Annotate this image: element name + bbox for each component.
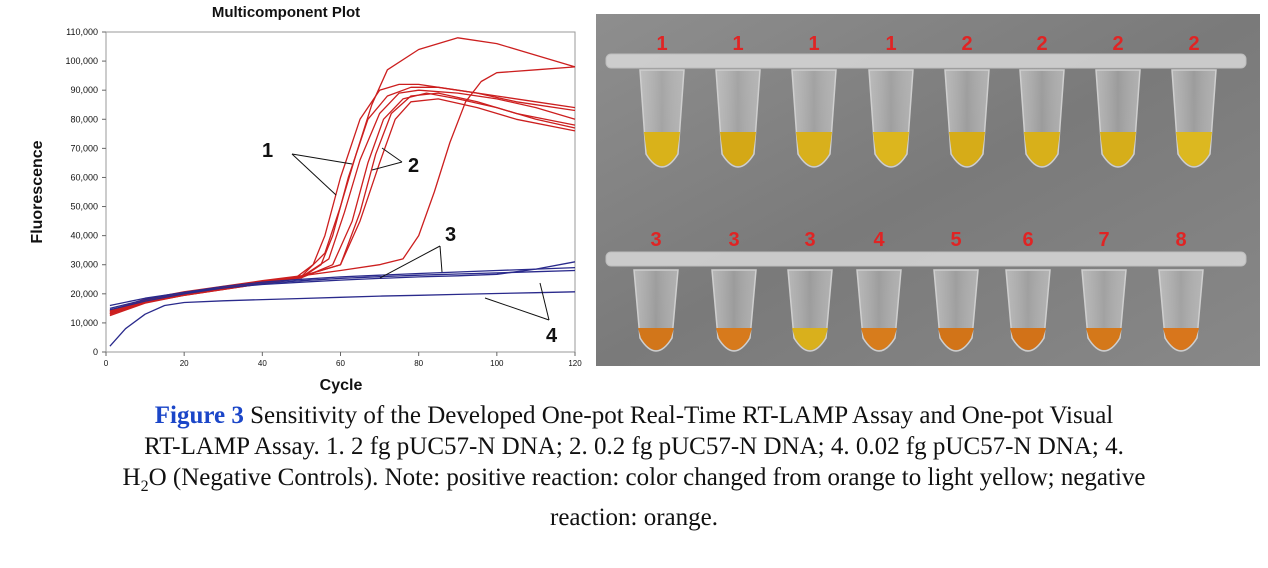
annotation-3: 3 xyxy=(379,224,456,279)
tube-label: 2 xyxy=(1112,33,1123,55)
tube-liquid xyxy=(1010,328,1046,350)
tube-liquid xyxy=(938,328,974,350)
caption-text-1: Sensitivity of the Developed One-pot Rea… xyxy=(250,402,1114,429)
caption-h: H xyxy=(122,464,141,491)
y-tick-label: 10,000 xyxy=(70,318,98,328)
tube-row2-3: 3 xyxy=(787,229,833,352)
tube-row1-8: 2 xyxy=(1171,33,1217,168)
series-line-3-11 xyxy=(109,261,576,307)
tube-row1-7: 2 xyxy=(1095,33,1141,168)
x-axis-label: Cycle xyxy=(320,377,363,394)
tube-liquid xyxy=(1086,328,1122,350)
tube-row1-3: 1 xyxy=(791,33,837,168)
y-tick-label: 0 xyxy=(93,347,98,357)
tube-label: 7 xyxy=(1098,229,1109,251)
figure-label: Figure 3 xyxy=(154,402,244,429)
annotation-4: 4 xyxy=(484,282,558,347)
tube-row2-2: 3 xyxy=(711,229,757,352)
y-tick-label: 80,000 xyxy=(70,114,98,124)
tube-label: 3 xyxy=(728,229,739,251)
tube-label: 6 xyxy=(1022,229,1033,251)
chart-title: Multicomponent Plot xyxy=(212,4,360,21)
annotation-4-label: 4 xyxy=(546,325,558,347)
annotation-3-label: 3 xyxy=(445,224,456,246)
photo-background xyxy=(596,14,1260,366)
series-line-2-5 xyxy=(109,92,576,317)
tube-label: 2 xyxy=(1188,33,1199,55)
series-line-3-10 xyxy=(109,269,576,311)
y-tick-label: 90,000 xyxy=(70,85,98,95)
tube-liquid xyxy=(638,328,674,350)
tube-liquid xyxy=(949,132,985,166)
annotation-2: 2 xyxy=(371,147,419,177)
caption-line-3: H2O (Negative Controls). Note: positive … xyxy=(10,462,1258,502)
tube-liquid xyxy=(1176,132,1212,166)
tube-label: 1 xyxy=(808,33,819,55)
y-tick-label: 110,000 xyxy=(66,27,98,37)
annotation-1-label: 1 xyxy=(262,140,273,162)
multicomponent-plot: Multicomponent Plot 0 10,000 20,000 30,000 4… xyxy=(29,4,582,394)
caption-line-4: reaction: orange. xyxy=(550,504,718,531)
tube-row1-6: 2 xyxy=(1019,33,1065,168)
tube-liquid xyxy=(792,328,828,350)
annotation-1: 1 xyxy=(262,140,353,196)
tube-row2-5: 5 xyxy=(933,229,979,352)
tube-label: 1 xyxy=(656,33,667,55)
x-tick-label: 20 xyxy=(180,359,189,368)
tube-liquid xyxy=(1024,132,1060,166)
tube-liquid xyxy=(644,132,680,166)
x-tick-label: 80 xyxy=(414,359,423,368)
tube-liquid xyxy=(716,328,752,350)
tube-row1-1: 1 xyxy=(639,33,685,168)
tube-label: 8 xyxy=(1175,229,1186,251)
caption-line-2: RT-LAMP Assay. 1. 2 fg pUC57-N DNA; 2. 0… xyxy=(144,433,1124,460)
x-tick-label: 60 xyxy=(336,359,345,368)
y-tick-label: 50,000 xyxy=(70,202,98,212)
tube-label: 4 xyxy=(873,229,885,251)
x-tick-label: 100 xyxy=(490,359,504,368)
tube-liquid xyxy=(796,132,832,166)
tube-liquid xyxy=(873,132,909,166)
tube-row2-1: 3 xyxy=(633,229,679,352)
annotation-2-label: 2 xyxy=(408,155,419,177)
x-tick-label: 0 xyxy=(104,359,109,368)
caption-subscript: 2 xyxy=(140,478,149,495)
tube-liquid xyxy=(1163,328,1199,350)
y-tick-label: 70,000 xyxy=(70,143,98,153)
tube-liquid xyxy=(861,328,897,350)
series-line-4-12 xyxy=(109,291,576,347)
tube-row1-2: 1 xyxy=(715,33,761,168)
tube-row1-4: 1 xyxy=(868,33,914,168)
tube-label: 2 xyxy=(961,33,972,55)
tube-label: 1 xyxy=(885,33,896,55)
plot-area xyxy=(105,31,576,353)
x-tick-label: 120 xyxy=(568,359,582,368)
tube-strip-cap-row-1 xyxy=(605,53,1247,69)
tube-row1-5: 2 xyxy=(944,33,990,168)
tube-row2-6: 6 xyxy=(1005,229,1051,352)
tube-label: 2 xyxy=(1036,33,1047,55)
figure-caption: Figure 3 Sensitivity of the Developed On… xyxy=(10,400,1258,533)
rt-lamp-tube-photo: 1 1 1 1 2 2 2 2 3 3 3 4 5 6 7 8 xyxy=(596,14,1260,366)
tube-liquid xyxy=(1100,132,1136,166)
y-tick-label: 100,000 xyxy=(65,56,98,66)
tube-row2-7: 7 xyxy=(1081,229,1127,352)
tube-row2-4: 4 xyxy=(856,229,902,352)
y-tick-label: 30,000 xyxy=(70,260,98,270)
y-tick-label: 20,000 xyxy=(70,289,98,299)
tube-liquid xyxy=(720,132,756,166)
tube-strip-cap-row-2 xyxy=(605,251,1247,267)
caption-line-1: Figure 3 Sensitivity of the Developed On… xyxy=(10,400,1258,431)
y-tick-label: 60,000 xyxy=(70,172,98,182)
y-tick-label: 40,000 xyxy=(70,231,98,241)
caption-text-3: O (Negative Controls). Note: positive re… xyxy=(148,464,1146,491)
tube-label: 3 xyxy=(650,229,661,251)
x-tick-label: 40 xyxy=(258,359,267,368)
tube-label: 1 xyxy=(732,33,743,55)
tube-label: 3 xyxy=(804,229,815,251)
y-axis-label: Fluorescence xyxy=(29,140,46,243)
tube-row2-8: 8 xyxy=(1158,229,1204,352)
tube-label: 5 xyxy=(950,229,961,251)
